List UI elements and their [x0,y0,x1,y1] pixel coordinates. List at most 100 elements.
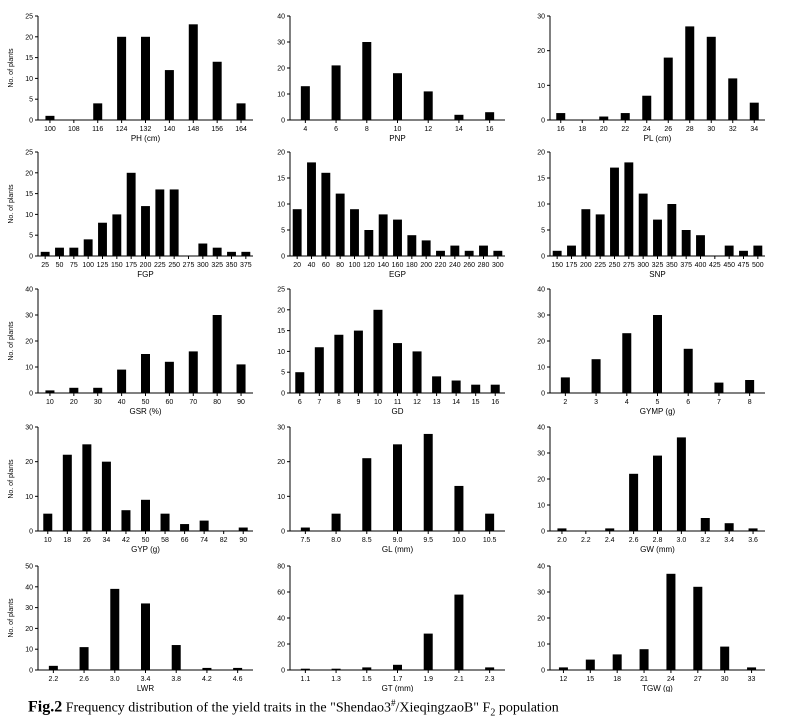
bar-fgp-175 [126,172,136,256]
bar-snp-475 [739,250,748,256]
bar-ph-132 [141,36,150,120]
y-tick-label: 10 [537,83,545,90]
chart-tgw: 0 10 20 30 40 12 15 18 21 24 27 30 33 TGW (g) [537,564,765,692]
bar-lwr-2.6 [79,647,89,670]
x-tick-label: 5 [656,399,660,406]
x-tick-label: 250 [168,262,180,269]
bar-tgw-21 [639,649,649,670]
bar-gw-3.6 [748,528,758,531]
x-tick-label: 11 [394,399,401,406]
bar-ph-156 [212,61,222,120]
x-tick-label: 100 [82,262,94,269]
bar-fgp-25 [40,251,50,256]
x-tick-label: 12 [424,126,432,133]
x-tick-label: 4.6 [233,676,243,683]
y-tick-label: 15 [537,176,545,183]
x-tick-label: 350 [666,262,678,269]
x-tick-label: 220 [435,262,447,269]
x-tick-label: 175 [125,262,137,269]
y-tick-label: 10 [25,365,33,372]
bar-gt-1.5 [362,667,372,670]
x-tick-label: 132 [140,126,152,133]
x-tick-label: 225 [154,262,166,269]
bar-gymp-6 [683,348,693,393]
x-tick-label: 14 [452,399,460,406]
bar-pnp-10 [393,73,402,120]
y-tick-label: 30 [25,605,33,612]
bar-snp-175 [567,245,576,256]
x-axis-title: GT (mm) [382,684,414,692]
y-tick-label: 30 [277,425,285,432]
x-tick-label: 6 [334,126,338,133]
x-tick-label: 240 [449,262,461,269]
x-tick-label: 375 [240,262,252,269]
x-tick-label: 100 [349,262,361,269]
y-tick-label: 30 [25,425,33,432]
chart-ph: 0 5 10 15 20 25 100 108 116 124 132 140 148 156 164 PH … [8,14,253,143]
x-tick-label: 3.4 [141,676,151,683]
bar-pl-30 [706,36,716,120]
x-tick-label: 42 [122,537,130,544]
x-tick-label: 2.1 [454,676,464,683]
x-tick-label: 26 [83,537,91,544]
x-axis-title: PL (cm) [644,134,672,143]
bar-gyp-90 [238,527,248,531]
x-tick-label: 3.4 [724,537,734,544]
x-tick-label: 1.9 [423,676,433,683]
y-tick-label: 10 [537,503,545,510]
x-tick-label: 2.0 [557,537,567,544]
y-tick-label: 5 [281,228,285,235]
bar-pnp-6 [331,65,341,120]
bar-gw-2.0 [557,528,567,531]
x-tick-label: 3.6 [748,537,758,544]
caption-text-middle: /XieqingzaoB" F [395,700,491,716]
bar-gsr-50 [141,354,150,393]
y-tick-label: 0 [29,254,33,261]
y-tick-label: 40 [537,425,545,432]
bar-gsr-90 [236,364,246,393]
x-tick-label: 200 [420,262,432,269]
y-tick-label: 40 [25,584,33,591]
x-tick-label: 125 [97,262,109,269]
bar-pnp-16 [485,112,495,120]
y-tick-label: 15 [25,55,33,62]
chart-egp: 0 5 10 15 20 20 40 60 80 100 120 140 160 180 200 220 240… [277,150,505,279]
x-tick-label: 350 [226,262,238,269]
y-tick-label: 20 [537,477,545,484]
x-tick-label: 3.0 [110,676,120,683]
bar-gd-7 [314,347,324,393]
x-tick-label: 2.3 [485,676,495,683]
x-axis-title: PH (cm) [131,134,161,143]
x-tick-label: 325 [652,262,664,269]
chart-snp: 0 5 10 15 20 150 175 200 225 250 275 300 325 350 375 40… [537,150,765,279]
x-tick-label: 1.3 [331,676,341,683]
bar-gd-15 [471,384,481,393]
bar-ph-148 [188,24,198,120]
bar-pnp-8 [362,42,372,120]
bar-egp-180 [407,235,417,256]
bar-pl-16 [556,113,566,120]
x-tick-label: 16 [486,126,494,133]
bar-ph-116 [93,103,103,120]
x-tick-label: 225 [594,262,606,269]
y-tick-label: 5 [29,97,33,104]
bar-gw-3.4 [724,523,734,531]
y-tick-label: 0 [541,529,545,536]
bar-fgp-325 [212,247,222,256]
x-tick-label: 2.4 [605,537,615,544]
x-tick-label: 8 [365,126,369,133]
x-tick-label: 50 [142,537,150,544]
bar-tgw-33 [747,667,757,670]
bar-gw-2.4 [605,528,615,531]
bar-gw-3.0 [676,437,686,531]
y-tick-label: 0 [29,118,33,125]
x-tick-label: 6 [298,399,302,406]
bar-fgp-300 [198,243,208,256]
x-tick-label: 1.7 [393,676,403,683]
chart-fgp: 0 5 10 15 20 25 25 50 75 100 125 150 175 200 225 250 275… [8,150,253,279]
bar-tgw-18 [612,654,622,670]
caption-subscript: 2 [490,707,496,719]
x-tick-label: 150 [111,262,123,269]
x-tick-label: 500 [752,262,764,269]
bar-fgp-50 [55,247,64,256]
